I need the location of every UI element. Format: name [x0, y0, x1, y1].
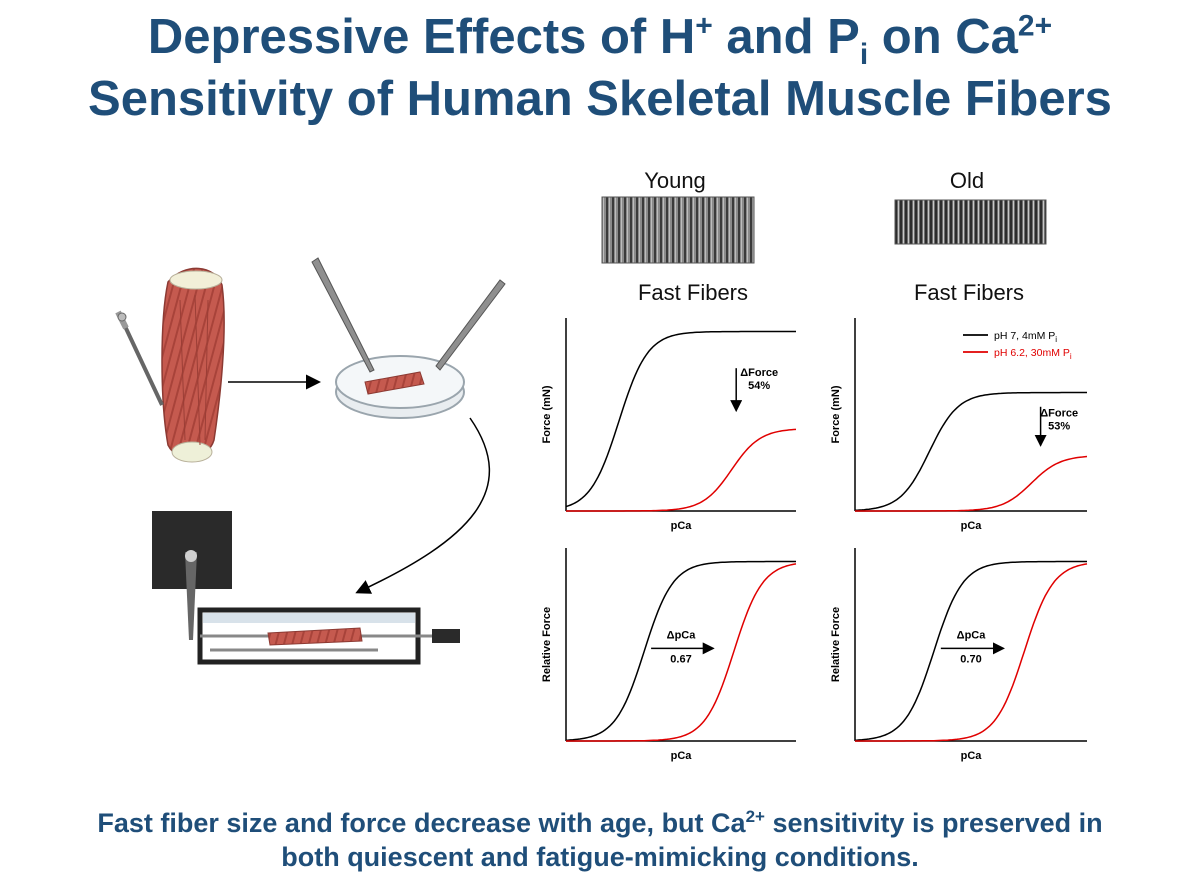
legend-label-control: pH 7, 4mM Pi	[994, 330, 1057, 344]
tweezers-icon	[311, 257, 506, 373]
chart-old-relative-series-control	[854, 560, 1087, 741]
chart-young-absolute-series-control	[565, 330, 796, 508]
chart-young-absolute-annotation-value: 54%	[748, 380, 770, 392]
chart-old-relative-x-label: pCa	[961, 750, 983, 762]
chart-young-absolute-series-fatigue	[566, 428, 797, 512]
process-arrow-2	[355, 417, 490, 594]
chart-old-absolute-annotation-label: ΔForce	[1040, 407, 1078, 419]
chart-old-absolute-annotation-value: 53%	[1048, 420, 1070, 432]
page-title: Depressive Effects of H+ and Pi on Ca2+ …	[0, 6, 1200, 130]
chart-young-absolute-y-label: Force (mN)	[541, 385, 553, 443]
chart-young-relative-annotation-label: ΔpCa	[667, 630, 697, 642]
chart-young-relative-x-label: pCa	[671, 750, 693, 762]
young-fast-fibers-label: Fast Fibers	[637, 280, 749, 305]
force-transducer-apparatus	[152, 511, 460, 665]
chart-young-relative-y-label: Relative Force	[541, 607, 553, 682]
chart-old-absolute-x-label: pCa	[961, 520, 983, 532]
old-label: Old	[949, 168, 985, 193]
biopsy-needle-icon	[115, 310, 164, 406]
chart-old-absolute-series-fatigue	[855, 455, 1088, 512]
chart-young-absolute-x-label: pCa	[671, 520, 693, 532]
old-fiber-micrograph	[894, 199, 1047, 245]
chart-old-relative-annotation-value: 0.70	[960, 654, 981, 666]
chart-old-absolute-y-label: Force (mN)	[830, 385, 842, 443]
chart-young-relative-series-control	[565, 560, 796, 741]
title-line-2: Sensitivity of Human Skeletal Muscle Fib…	[88, 72, 1112, 126]
chart-young-absolute-annotation-label: ΔForce	[740, 367, 778, 379]
chart-old-absolute-series-control	[854, 391, 1087, 512]
old-fast-fibers-label: Fast Fibers	[913, 280, 1025, 305]
chart-young-relative-annotation-value: 0.67	[670, 654, 691, 666]
conclusion-line-1: Fast fiber size and force decrease with …	[97, 807, 1103, 838]
young-label: Young	[644, 168, 706, 193]
chart-old-relative-series-fatigue	[855, 563, 1088, 742]
title-line-1: Depressive Effects of H+ and Pi on Ca2+	[147, 9, 1053, 71]
conclusion-text: Fast fiber size and force decrease with …	[0, 806, 1200, 874]
chart-young-relative-series-fatigue	[566, 563, 797, 742]
young-fiber-micrograph	[601, 196, 755, 264]
conclusion-line-2: both quiescent and fatigue-mimicking con…	[281, 842, 919, 872]
chart-old-relative-y-label: Relative Force	[830, 607, 842, 682]
chart-old-relative-annotation-label: ΔpCa	[957, 630, 987, 642]
thigh-muscle-illustration	[161, 267, 225, 463]
legend-label-fatigue: pH 6.2, 30mM Pi	[994, 347, 1072, 361]
